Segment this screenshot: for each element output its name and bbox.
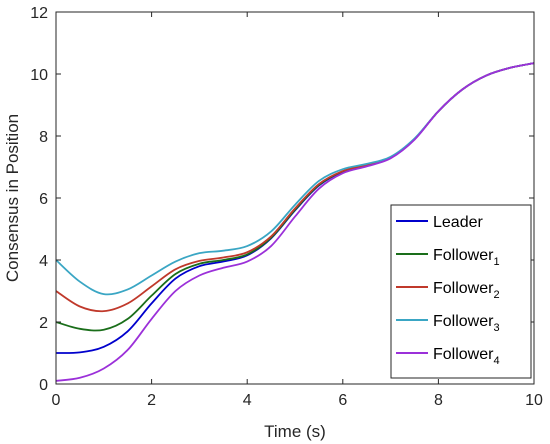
legend-label: Leader xyxy=(433,214,483,231)
y-axis-label: Consensus in Position xyxy=(3,114,22,282)
x-tick-label: 6 xyxy=(338,392,347,409)
x-axis-ticks: 0 2 4 6 8 10 xyxy=(52,12,543,409)
y-tick-label: 10 xyxy=(30,67,48,84)
y-tick-label: 12 xyxy=(30,5,48,22)
y-tick-label: 4 xyxy=(39,253,48,270)
legend-label: Follower4 xyxy=(433,346,500,367)
x-axis-label: Time (s) xyxy=(264,422,326,441)
x-tick-label: 4 xyxy=(243,392,252,409)
legend-label: Follower3 xyxy=(433,313,500,334)
legend: Leader Follower1 Follower2 Follower3 Followe… xyxy=(390,204,532,379)
y-tick-label: 8 xyxy=(39,129,48,146)
legend-box xyxy=(390,204,532,379)
x-tick-label: 0 xyxy=(52,392,61,409)
x-tick-label: 10 xyxy=(525,392,543,409)
series-line-follower4 xyxy=(55,62,535,382)
y-tick-label: 0 xyxy=(39,377,48,394)
x-tick-label: 2 xyxy=(147,392,156,409)
legend-label: Follower2 xyxy=(433,280,500,301)
legend-label: Follower1 xyxy=(433,247,500,268)
y-tick-label: 6 xyxy=(39,191,48,208)
y-tick-label: 2 xyxy=(39,315,48,332)
y-axis-ticks: 0 2 4 6 8 10 12 xyxy=(30,5,534,394)
plot-lines xyxy=(55,62,535,382)
x-tick-label: 8 xyxy=(434,392,443,409)
